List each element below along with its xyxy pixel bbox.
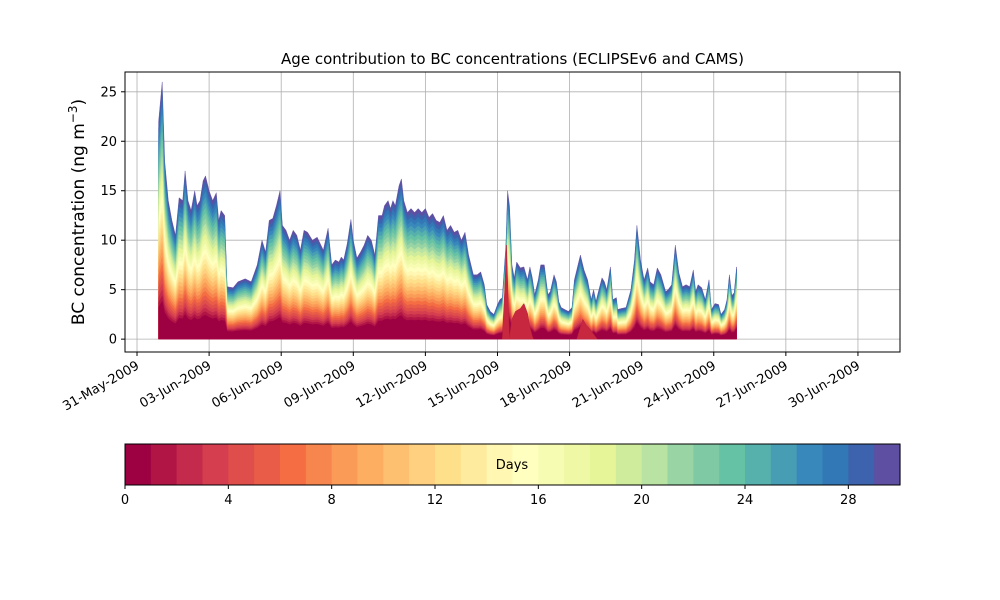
colorbar-swatch — [667, 444, 694, 485]
chart-title: Age contribution to BC concentrations (E… — [281, 50, 744, 68]
colorbar-swatch — [564, 444, 591, 485]
colorbar-swatch — [254, 444, 281, 485]
plot-frame — [124, 71, 901, 353]
colorbar-swatch — [615, 444, 643, 485]
colorbar-swatch — [770, 444, 798, 485]
colorbar-swatch — [848, 444, 875, 485]
colorbar-swatch — [357, 444, 384, 485]
colorbar-swatch — [512, 444, 539, 485]
x-tick-label: 12-Jun-2009 — [354, 358, 431, 411]
x-tick-label: 24-Jun-2009 — [642, 358, 719, 411]
colorbar-ticks: 0 4 8 12 16 20 24 28 — [121, 485, 857, 508]
young-age-spikes — [502, 245, 598, 340]
x-tick-label: 06-Jun-2009 — [209, 358, 286, 411]
colorbar-swatch — [538, 444, 565, 485]
colorbar-swatch — [150, 444, 178, 485]
colorbar-swatch — [435, 444, 462, 485]
colorbar-frame — [124, 443, 901, 486]
stacked-areas — [158, 81, 737, 340]
y-tick-label: 25 — [100, 85, 117, 100]
x-tick-label: 21-Jun-2009 — [570, 358, 647, 411]
colorbar-label: Days — [496, 458, 529, 473]
young-age-spike — [502, 245, 534, 340]
colorbar-swatch — [745, 444, 772, 485]
y-axis-label-close: ) — [69, 99, 89, 106]
x-tick-label: 31-May-2009 — [60, 358, 142, 414]
x-tick-label: 09-Jun-2009 — [281, 358, 358, 411]
colorbar-swatch — [486, 444, 514, 485]
colorbar-tick-label: 12 — [427, 493, 444, 508]
colorbar-swatch — [822, 444, 849, 485]
y-axis-label-exponent: −3 — [66, 105, 80, 123]
colorbar-tick-label: 24 — [737, 493, 754, 508]
x-tick-label: 15-Jun-2009 — [426, 358, 503, 411]
y-tick-label: 10 — [100, 234, 117, 249]
colorbar-tick-label: 20 — [633, 493, 650, 508]
colorbar-swatch — [331, 444, 359, 485]
y-tick-label: 5 — [109, 283, 117, 298]
colorbar-tick-label: 28 — [840, 493, 857, 508]
y-axis-label: BC concentration (ng m−3) — [66, 99, 89, 325]
colorbar-swatch — [874, 444, 901, 485]
colorbar-swatch — [305, 444, 333, 485]
colorbar — [125, 444, 901, 485]
colorbar-swatch — [719, 444, 746, 485]
colorbar-swatch — [590, 444, 617, 485]
colorbar-swatch — [280, 444, 307, 485]
x-axis: 31-May-200903-Jun-200906-Jun-200909-Jun-… — [60, 352, 863, 414]
colorbar-swatch — [125, 444, 152, 485]
colorbar-tick-label: 8 — [328, 493, 336, 508]
age-band-area — [158, 300, 737, 340]
colorbar-swatch — [460, 444, 488, 485]
colorbar-tick-label: 4 — [224, 493, 232, 508]
y-axis-label-main: BC concentration (ng m — [69, 123, 89, 325]
colorbar-tick-label: 0 — [121, 493, 129, 508]
y-tick-label: 20 — [100, 135, 117, 150]
y-axis: 0 5 10 15 20 25 — [100, 85, 125, 348]
colorbar-swatch — [409, 444, 436, 485]
young-age-spike — [576, 318, 598, 340]
x-tick-label: 03-Jun-2009 — [137, 358, 214, 411]
colorbar-tick-label: 16 — [530, 493, 547, 508]
colorbar-swatch — [641, 444, 669, 485]
colorbar-swatch — [202, 444, 229, 485]
y-tick-label: 15 — [100, 184, 117, 199]
colorbar-swatch — [796, 444, 824, 485]
x-tick-label: 27-Jun-2009 — [714, 358, 791, 411]
colorbar-swatch — [176, 444, 204, 485]
colorbar-swatch — [228, 444, 255, 485]
y-tick-label: 0 — [109, 333, 117, 348]
colorbar-swatch — [693, 444, 720, 485]
x-tick-label: 30-Jun-2009 — [786, 358, 863, 411]
x-tick-label: 18-Jun-2009 — [498, 358, 575, 411]
colorbar-swatch — [383, 444, 410, 485]
